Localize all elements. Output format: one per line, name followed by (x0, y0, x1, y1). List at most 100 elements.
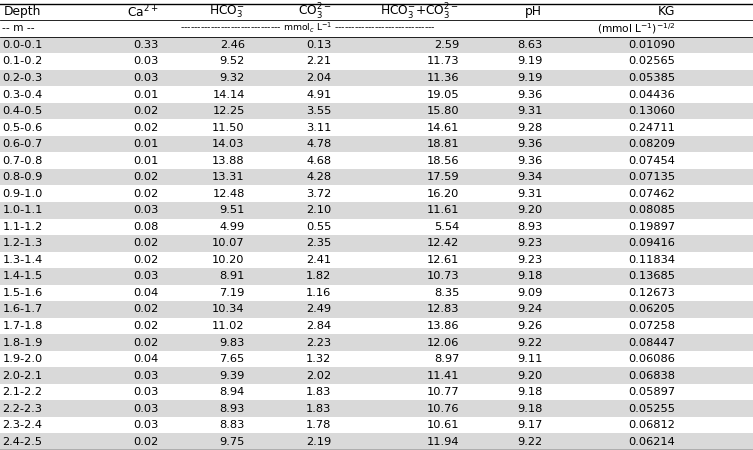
Text: 9.22: 9.22 (517, 437, 542, 447)
Bar (0, 433, 753, 450)
Text: 0.04: 0.04 (133, 354, 158, 364)
Text: 15.80: 15.80 (427, 106, 459, 116)
Text: 0.06205: 0.06205 (629, 305, 675, 315)
Text: 0.11834: 0.11834 (629, 255, 675, 265)
Text: 10.73: 10.73 (427, 271, 459, 281)
Text: 0.06214: 0.06214 (629, 437, 675, 447)
Text: 0.3-0.4: 0.3-0.4 (2, 90, 42, 99)
Text: 7.19: 7.19 (219, 288, 245, 298)
Text: 7.65: 7.65 (219, 354, 245, 364)
Text: 8.93: 8.93 (517, 222, 542, 232)
Text: 0.19897: 0.19897 (628, 222, 675, 232)
Text: 3.55: 3.55 (306, 106, 331, 116)
Text: 2.23: 2.23 (306, 338, 331, 347)
Text: 0.24711: 0.24711 (629, 122, 675, 133)
Text: 0.33: 0.33 (133, 40, 158, 50)
Text: 0.03: 0.03 (133, 420, 158, 430)
Text: 1.32: 1.32 (306, 354, 331, 364)
Text: 0.02: 0.02 (133, 172, 158, 182)
Text: 2.41: 2.41 (306, 255, 331, 265)
Text: 2.4-2.5: 2.4-2.5 (2, 437, 42, 447)
Text: 0.07454: 0.07454 (629, 156, 675, 166)
Text: 0.05897: 0.05897 (628, 387, 675, 397)
Text: 2.04: 2.04 (306, 73, 331, 83)
Text: 0.06812: 0.06812 (629, 420, 675, 430)
Text: 4.78: 4.78 (306, 139, 331, 149)
Text: 0.03: 0.03 (133, 387, 158, 397)
Text: 10.07: 10.07 (212, 238, 245, 248)
Text: 12.61: 12.61 (427, 255, 459, 265)
Bar (0, 285, 753, 301)
Text: 0.04: 0.04 (133, 288, 158, 298)
Text: 9.23: 9.23 (517, 238, 542, 248)
Text: 10.20: 10.20 (212, 255, 245, 265)
Text: 0.6-0.7: 0.6-0.7 (2, 139, 42, 149)
Text: 0.02: 0.02 (133, 437, 158, 447)
Text: 14.61: 14.61 (427, 122, 459, 133)
Text: 18.56: 18.56 (427, 156, 459, 166)
Text: 0.09416: 0.09416 (629, 238, 675, 248)
Text: 9.20: 9.20 (517, 205, 542, 215)
Text: 0.02: 0.02 (133, 255, 158, 265)
Text: 0.06838: 0.06838 (629, 371, 675, 381)
Text: 0.2-0.3: 0.2-0.3 (2, 73, 42, 83)
Text: 1.7-1.8: 1.7-1.8 (2, 321, 43, 331)
Text: 2.35: 2.35 (306, 238, 331, 248)
Bar (0, 185, 753, 202)
Text: 1.82: 1.82 (306, 271, 331, 281)
Text: 0.1-0.2: 0.1-0.2 (2, 57, 42, 67)
Bar (0, 252, 753, 268)
Bar (0, 4, 753, 20)
Text: 2.1-2.2: 2.1-2.2 (2, 387, 42, 397)
Text: 8.93: 8.93 (219, 404, 245, 414)
Text: 4.68: 4.68 (306, 156, 331, 166)
Text: 0.08447: 0.08447 (629, 338, 675, 347)
Text: 0.07258: 0.07258 (629, 321, 675, 331)
Text: HCO$_3^{-}$: HCO$_3^{-}$ (209, 4, 245, 20)
Text: 0.01: 0.01 (133, 90, 158, 99)
Text: 13.31: 13.31 (212, 172, 245, 182)
Text: 9.36: 9.36 (517, 139, 542, 149)
Text: 0.03: 0.03 (133, 73, 158, 83)
Text: 2.59: 2.59 (434, 40, 459, 50)
Text: 0.01090: 0.01090 (628, 40, 675, 50)
Text: 2.10: 2.10 (306, 205, 331, 215)
Bar (0, 219, 753, 235)
Text: 13.86: 13.86 (427, 321, 459, 331)
Text: 9.36: 9.36 (517, 90, 542, 99)
Text: 0.03: 0.03 (133, 205, 158, 215)
Text: 1.6-1.7: 1.6-1.7 (2, 305, 42, 315)
Text: 16.20: 16.20 (427, 189, 459, 199)
Text: 9.24: 9.24 (517, 305, 542, 315)
Text: 0.05255: 0.05255 (629, 404, 675, 414)
Text: 9.75: 9.75 (219, 437, 245, 447)
Bar (0, 367, 753, 384)
Text: 1.78: 1.78 (306, 420, 331, 430)
Text: 0.03: 0.03 (133, 57, 158, 67)
Text: 0.12673: 0.12673 (629, 288, 675, 298)
Bar (0, 351, 753, 367)
Text: 9.09: 9.09 (517, 288, 542, 298)
Text: 12.48: 12.48 (212, 189, 245, 199)
Text: 11.94: 11.94 (427, 437, 459, 447)
Text: 0.02565: 0.02565 (629, 57, 675, 67)
Text: 9.11: 9.11 (517, 354, 542, 364)
Text: 0.01: 0.01 (133, 156, 158, 166)
Text: 10.34: 10.34 (212, 305, 245, 315)
Text: ------------------------------ mmol$_c$ L$^{-1}$ ------------------------------: ------------------------------ mmol$_c$ … (180, 22, 436, 36)
Bar (0, 70, 753, 86)
Text: 10.77: 10.77 (427, 387, 459, 397)
Text: 9.18: 9.18 (517, 404, 542, 414)
Text: 11.02: 11.02 (212, 321, 245, 331)
Bar (0, 202, 753, 219)
Text: 0.08: 0.08 (133, 222, 158, 232)
Text: 3.72: 3.72 (306, 189, 331, 199)
Text: HCO$_3^{-}$+CO$_3^{2-}$: HCO$_3^{-}$+CO$_3^{2-}$ (380, 2, 459, 22)
Text: CO$_3^{2-}$: CO$_3^{2-}$ (297, 2, 331, 22)
Bar (0, 334, 753, 351)
Text: 9.23: 9.23 (517, 255, 542, 265)
Bar (0, 103, 753, 119)
Text: 12.25: 12.25 (212, 106, 245, 116)
Text: 0.01: 0.01 (133, 139, 158, 149)
Text: 2.21: 2.21 (306, 57, 331, 67)
